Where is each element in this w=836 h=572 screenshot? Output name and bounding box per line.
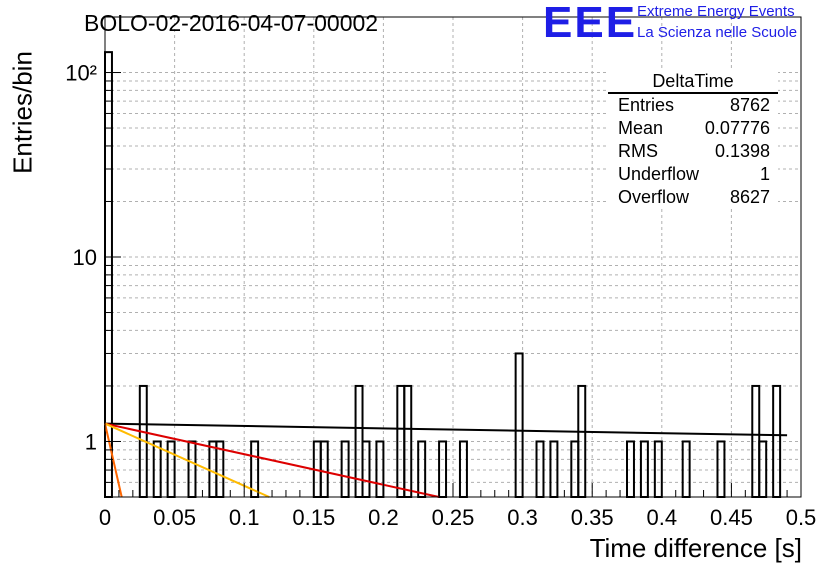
x-tick-label: 0.05	[153, 505, 196, 530]
eee-logo-line2: La Scienza nelle Scuole	[637, 24, 798, 41]
x-tick-label: 0.5	[786, 505, 817, 530]
stats-box: DeltaTime Entries 8762 Mean 0.07776 RMS 0.1…	[608, 70, 778, 209]
x-tick-label: 0.25	[432, 505, 475, 530]
x-tick-label: 0.4	[647, 505, 678, 530]
stats-value: 0.1398	[714, 141, 770, 161]
stats-label: RMS	[618, 141, 658, 161]
stats-title: DeltaTime	[608, 70, 778, 94]
stats-value: 8627	[729, 187, 770, 207]
stats-label: Entries	[618, 95, 675, 115]
fit-curve	[104, 422, 440, 498]
stats-row-underflow: Underflow 1	[608, 163, 778, 186]
x-tick-label: 0.35	[571, 505, 614, 530]
x-tick-label: 0	[99, 505, 111, 530]
fit-curve	[104, 422, 788, 437]
x-axis-label: Time difference [s]	[589, 533, 802, 563]
stats-label: Underflow	[618, 164, 700, 184]
y-axis-ticks: 1 10 10²	[65, 16, 121, 498]
fit-curve	[104, 422, 270, 498]
histogram-bin	[514, 352, 524, 499]
x-tick-label: 0.1	[229, 505, 260, 530]
stats-row-mean: Mean 0.07776	[608, 117, 778, 140]
stats-row-entries: Entries 8762	[608, 94, 778, 117]
eee-logo-mark: EEE	[543, 0, 638, 47]
y-tick-label: 1	[85, 429, 97, 454]
stats-row-rms: RMS 0.1398	[608, 140, 778, 163]
x-tick-label: 0.45	[710, 505, 753, 530]
stats-value: 1	[759, 164, 770, 184]
x-tick-label: 0.3	[507, 505, 538, 530]
x-tick-label: 0.2	[368, 505, 399, 530]
x-tick-label: 0.15	[292, 505, 335, 530]
y-tick-label: 10	[73, 245, 97, 270]
chart-title: BOLO-02-2016-04-07-00002	[84, 10, 379, 36]
stats-value: 8762	[729, 95, 770, 115]
eee-logo-line1: Extreme Energy Events	[637, 3, 795, 20]
x-axis-ticks: 0 0.05 0.1 0.15 0.2 0.25 0.3 0.35 0.4 0.45 0.5	[99, 483, 816, 530]
fit-curve	[104, 423, 123, 498]
stats-label: Mean	[618, 118, 664, 138]
stats-value: 0.07776	[704, 118, 770, 138]
y-axis-label: Entries/bin	[7, 51, 38, 174]
stats-label: Overflow	[618, 187, 690, 207]
y-tick-label: 10²	[65, 61, 97, 86]
stats-row-overflow: Overflow 8627	[608, 186, 778, 209]
